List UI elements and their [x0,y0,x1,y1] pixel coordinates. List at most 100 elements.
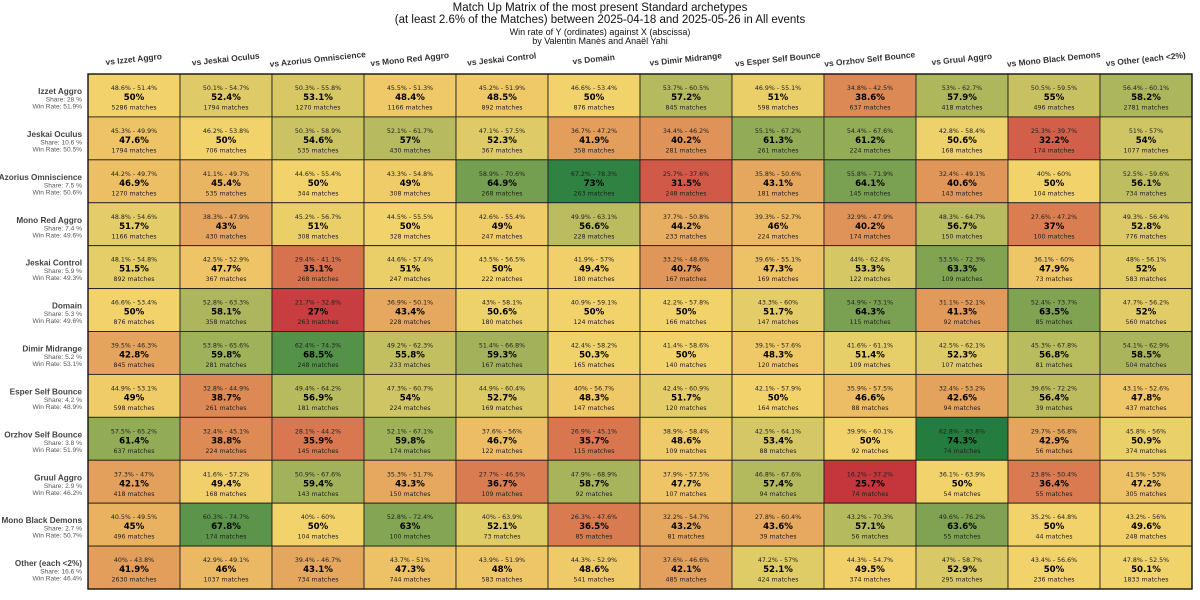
row-label-name: Izzet Aggro [38,87,82,96]
cell-win-rate: 50.3% [579,351,609,361]
cell-confidence-interval: 55.8% - 71.9% [847,171,893,178]
heatmap-cell [179,459,273,504]
cell-match-count: 94 matches [759,491,796,498]
cell-win-rate: 50% [860,436,881,446]
cell-win-rate: 64.1% [855,179,885,189]
cell-match-count: 56 matches [1035,448,1072,455]
cell-match-count: 85 matches [1035,319,1072,326]
cell-win-rate: 50% [584,93,605,103]
row-label-winrate: Win Rate: 50.6% [33,189,83,196]
cell-win-rate: 50.6% [947,136,977,146]
cell-match-count: 100 matches [389,534,430,541]
cell-match-count: 228 matches [573,233,614,240]
cell-win-rate: 36.7% [487,479,517,489]
heatmap-cell [179,159,273,204]
heatmap-cell [731,373,825,418]
row-label-winrate: Win Rate: 46.2% [33,490,83,497]
row-label-name: Jeskai Control [26,259,82,268]
cell-confidence-interval: 44.9% - 53.1% [111,385,157,392]
cell-match-count: 100 matches [1033,233,1074,240]
cell-win-rate: 74.3% [947,436,977,446]
cell-confidence-interval: 49.9% - 63.1% [571,214,617,221]
cell-confidence-interval: 48.1% - 54.8% [111,257,157,264]
cell-match-count: 81 matches [1035,362,1072,369]
cell-win-rate: 54.6% [303,136,333,146]
cell-match-count: 122 matches [481,448,522,455]
cell-confidence-interval: 48.8% - 54.6% [111,214,157,221]
cell-win-rate: 42.1% [671,565,701,575]
cell-match-count: 734 matches [1125,190,1166,197]
heatmap-cell [1007,159,1101,204]
cell-match-count: 181 matches [757,190,798,197]
heatmap-cell [179,416,273,461]
cell-match-count: 344 matches [297,190,338,197]
heatmap-cell [87,245,181,290]
heatmap-cell [547,73,641,118]
chart-titles: Match Up Matrix of the most present Stan… [0,0,1200,46]
cell-confidence-interval: 43.9% - 51.9% [479,557,525,564]
cell-match-count: 418 matches [113,491,154,498]
heatmap-cell [823,545,917,590]
cell-confidence-interval: 42.4% - 58.2% [571,343,617,350]
cell-win-rate: 50% [768,393,789,403]
column-label: vs Domain [572,52,615,66]
cell-confidence-interval: 25.3% - 39.7% [1031,128,1077,135]
cell-confidence-interval: 39.4% - 46.7% [295,557,341,564]
heatmap-cell [179,331,273,375]
heatmap-cell [547,373,641,418]
cell-match-count: 115 matches [573,448,614,455]
cell-match-count: 430 matches [205,233,246,240]
cell-match-count: 122 matches [849,276,890,283]
cell-confidence-interval: 31.1% - 52.1% [939,300,985,307]
cell-match-count: 876 matches [573,105,614,112]
cell-confidence-interval: 36.1% - 63.9% [939,471,985,478]
cell-match-count: 261 matches [205,405,246,412]
cell-confidence-interval: 42.5% - 62.1% [939,343,985,350]
cell-match-count: 598 matches [757,105,798,112]
cell-confidence-interval: 45.5% - 51.3% [387,85,433,92]
cell-match-count: 892 matches [113,276,154,283]
heatmap-cell [1007,73,1101,118]
heatmap-cell [455,502,549,547]
cell-match-count: 233 matches [389,362,430,369]
cell-match-count: 54 matches [943,491,980,498]
cell-match-count: 233 matches [665,233,706,240]
cell-match-count: 143 matches [941,190,982,197]
cell-win-rate: 54% [400,393,421,403]
cell-match-count: 2630 matches [111,577,156,584]
cell-confidence-interval: 44.2% - 49.7% [111,171,157,178]
cell-win-rate: 50.1% [1131,565,1161,575]
heatmap-cell [271,288,365,332]
cell-win-rate: 48.3% [579,393,609,403]
cell-confidence-interval: 35.8% - 50.6% [755,171,801,178]
cell-win-rate: 45% [124,522,145,532]
cell-match-count: 734 matches [297,577,338,584]
heatmap-cell [363,288,457,332]
cell-win-rate: 52.8% [1131,222,1161,232]
cell-match-count: 109 matches [481,491,522,498]
heatmap-cell [639,202,733,247]
cell-confidence-interval: 27.7% - 46.5% [479,471,525,478]
cell-confidence-interval: 62.4% - 74.3% [295,343,341,350]
column-label: vs Other (each <2%) [1105,50,1186,68]
cell-match-count: 892 matches [481,105,522,112]
cell-win-rate: 47.3% [395,565,425,575]
heatmap-cell [179,545,273,590]
cell-confidence-interval: 33.2% - 48.6% [663,257,709,264]
cell-match-count: 776 matches [1125,233,1166,240]
cell-confidence-interval: 45.2% - 51.9% [479,85,525,92]
cell-win-rate: 35.1% [303,265,333,275]
cell-confidence-interval: 41.9% - 57% [574,257,614,264]
cell-win-rate: 50.6% [487,308,517,318]
cell-confidence-interval: 40% - 63.9% [482,514,522,521]
cell-match-count: 1166 matches [111,233,156,240]
heatmap-cell [455,373,549,418]
cell-confidence-interval: 50.3% - 55.8% [295,85,341,92]
heatmap-cell [547,331,641,375]
cell-confidence-interval: 60.3% - 74.7% [203,514,249,521]
cell-match-count: 174 matches [205,534,246,541]
heatmap-cell [455,459,549,504]
cell-confidence-interval: 57.5% - 65.2% [111,428,157,435]
